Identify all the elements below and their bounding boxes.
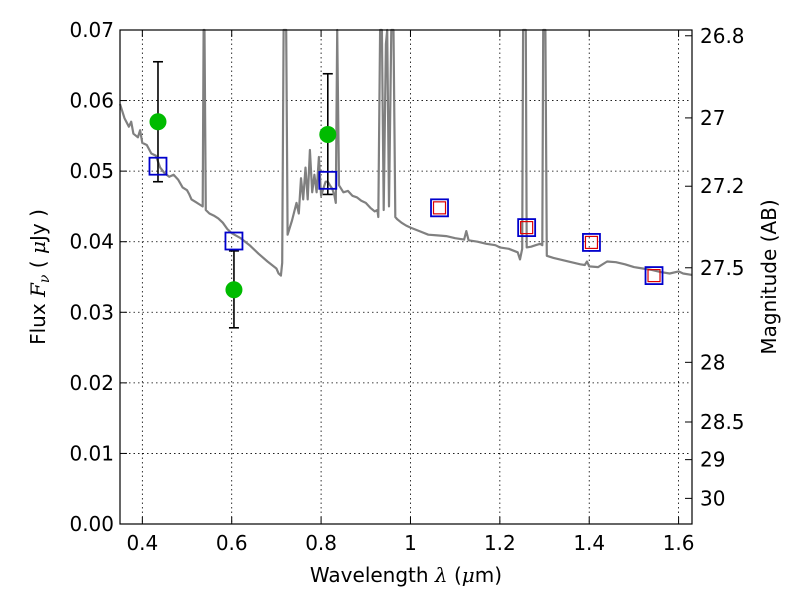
x-ticks: 0.4 0.6 0.8 1 1.2 1.4 1.6 [126, 30, 695, 555]
y-tick-label: 0.02 [69, 371, 114, 395]
model-photometry-square [517, 218, 537, 238]
x-tick-label: 0.6 [216, 531, 248, 555]
y-tick-label: 0.03 [69, 300, 114, 324]
model-photometry-square [318, 170, 338, 190]
red-photometry-square [647, 268, 661, 283]
model-photometry-square [644, 266, 664, 285]
y-tick-label: 0.06 [69, 89, 114, 113]
model-photometry-squares [148, 156, 664, 285]
model-photometry-square [430, 198, 449, 218]
x-tick-label: 1.6 [663, 531, 695, 555]
y2-axis-label: Magnitude (AB) [757, 199, 781, 354]
red-photometry-squares [432, 201, 661, 283]
y2-tick-label: 29 [700, 448, 725, 472]
x-tick-label: 0.8 [305, 531, 337, 555]
error-bars [152, 60, 333, 329]
y-ticks: 0.00 0.01 0.02 0.03 0.04 0.05 0.06 0.07 [69, 18, 127, 536]
y2-tick-label: 27.5 [700, 256, 745, 280]
y2-ticks: 26.8 27 27.2 27.5 28 28.5 29 30 [685, 24, 745, 510]
red-photometry-square [584, 235, 599, 250]
observed-points [149, 113, 337, 299]
model-photometry-square [582, 233, 601, 252]
y-tick-label: 0.01 [69, 441, 114, 465]
y-tick-label: 0.00 [69, 512, 114, 536]
model-spectrum [118, 28, 693, 277]
observed-point [149, 113, 167, 131]
y-tick-label: 0.07 [69, 18, 114, 42]
model-photometry-square [224, 231, 244, 251]
x-tick-label: 1 [404, 531, 417, 555]
observed-point [319, 125, 337, 143]
red-photometry-square [432, 201, 447, 215]
x-tick-label: 0.4 [126, 531, 158, 555]
y2-tick-label: 28 [700, 350, 725, 374]
plot-frame [119, 29, 693, 525]
observed-point [225, 281, 243, 299]
y2-tick-label: 27.2 [700, 174, 745, 198]
x-tick-label: 1.4 [573, 531, 605, 555]
y2-tick-label: 28.5 [700, 410, 745, 434]
y2-tick-label: 26.8 [700, 24, 745, 48]
x-tick-label: 1.2 [484, 531, 516, 555]
spectrum-line [118, 28, 693, 277]
y-tick-label: 0.04 [69, 230, 114, 254]
y2-tick-label: 30 [700, 486, 725, 510]
y2-tick-label: 27 [700, 106, 725, 130]
red-photometry-square [520, 221, 534, 235]
model-photometry-square [148, 156, 168, 176]
y-axis-label: Flux Fν ( μJy ) [26, 209, 53, 345]
y-tick-label: 0.05 [69, 159, 114, 183]
x-axis-label: Wavelength λ (μm) [310, 563, 502, 587]
